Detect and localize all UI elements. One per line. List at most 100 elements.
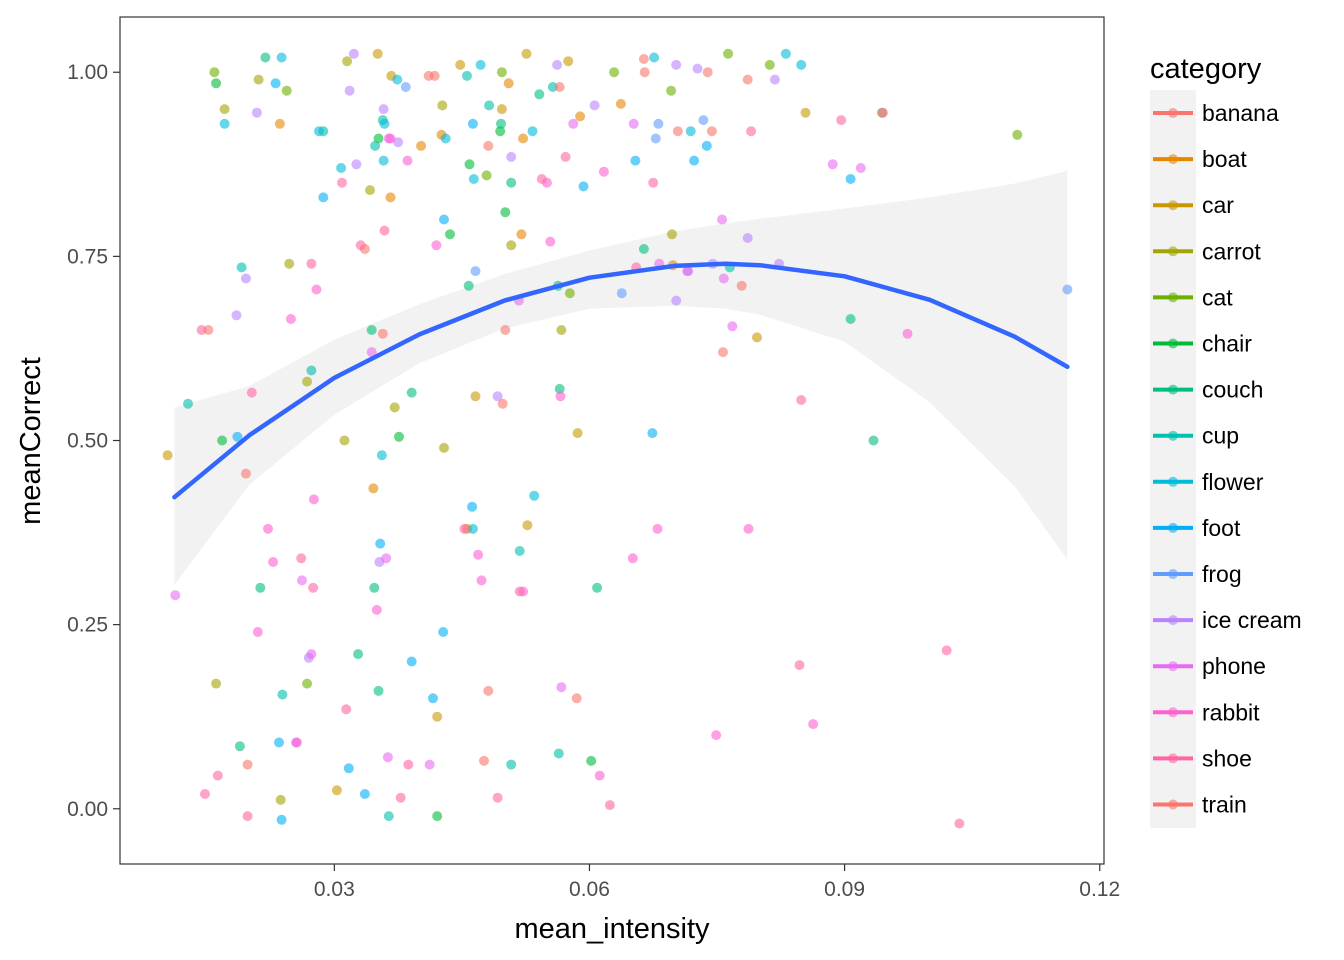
data-point-car — [521, 48, 532, 59]
data-point-rabbit — [263, 523, 273, 534]
data-point-carrot — [211, 678, 222, 689]
data-point-car — [496, 104, 507, 115]
data-point-couch — [845, 314, 856, 324]
fit-line — [172, 261, 1070, 500]
data-point-flower — [468, 174, 479, 184]
data-point-train — [242, 759, 253, 770]
data-point-cat — [764, 59, 775, 70]
data-point-flower — [780, 48, 791, 59]
data-point-chair — [432, 811, 443, 822]
data-point-rabbit — [627, 553, 638, 564]
data-point-banana — [377, 328, 388, 339]
data-point-flower — [527, 126, 538, 137]
data-point-shoe — [296, 553, 307, 564]
legend-key-point — [1168, 615, 1178, 626]
legend-label-train: train — [1202, 792, 1247, 818]
data-point-carrot — [506, 240, 517, 251]
data-point-foot — [428, 693, 438, 704]
data-point-shoe — [954, 818, 965, 829]
data-point-carrot — [284, 258, 295, 269]
y-tick-label: 1.00 — [67, 61, 108, 84]
legend-key-point — [1168, 799, 1178, 810]
data-point-foot — [406, 656, 417, 667]
data-point-rabbit — [476, 575, 487, 586]
data-point-ice-cream — [589, 100, 600, 111]
data-point-cat — [302, 678, 313, 689]
data-point-rabbit — [473, 549, 484, 560]
fit-line-layer — [172, 261, 1070, 500]
legend-title: category — [1150, 53, 1262, 85]
data-point-car — [331, 785, 342, 796]
data-point-foot — [467, 118, 478, 129]
data-point-ice-cream — [671, 295, 682, 306]
legend-key-background — [1150, 90, 1196, 828]
x-axis: 0.03 0.06 0.09 0.12 — [314, 864, 1120, 901]
data-point-car — [432, 711, 443, 722]
legend-key-point — [1168, 246, 1178, 257]
data-point-boat — [385, 192, 396, 203]
data-point-chair — [495, 126, 506, 137]
data-point-rabbit — [711, 730, 722, 741]
data-point-foot — [647, 428, 658, 439]
data-point-shoe — [794, 660, 805, 671]
data-point-flower — [336, 163, 347, 173]
data-point-shoe — [536, 174, 547, 184]
data-point-cup — [506, 759, 517, 770]
data-point-foot — [467, 501, 478, 512]
data-point-rabbit — [652, 523, 663, 534]
data-point-train — [359, 244, 370, 254]
y-axis-title: meanCorrect — [15, 357, 47, 525]
legend-label-cup: cup — [1202, 423, 1239, 449]
data-point-car — [572, 428, 583, 439]
data-point-boat — [274, 118, 285, 129]
data-point-train — [203, 325, 214, 335]
data-point-train — [500, 325, 511, 335]
data-point-cup — [306, 365, 317, 376]
data-point-flower — [440, 133, 451, 144]
data-point-frog — [1062, 284, 1073, 295]
data-point-flower — [649, 52, 660, 63]
data-point-carrot — [365, 185, 375, 196]
data-point-foot — [578, 181, 589, 192]
data-point-cup — [553, 748, 564, 759]
data-point-carrot — [219, 104, 230, 115]
data-point-cat — [666, 85, 677, 96]
legend-label-ice-cream: ice cream — [1202, 607, 1302, 633]
data-point-ice-cream — [378, 104, 389, 115]
data-point-shoe — [242, 811, 253, 822]
data-point-cat — [1012, 129, 1023, 140]
data-point-banana — [638, 54, 649, 64]
data-point-cup — [383, 811, 394, 822]
legend-key-point — [1168, 661, 1178, 672]
data-point-cat — [496, 67, 507, 78]
data-point-banana — [718, 347, 728, 358]
data-point-carrot — [437, 100, 448, 111]
data-point-rabbit — [598, 166, 609, 177]
data-point-foot — [232, 431, 243, 442]
data-point-car — [455, 59, 466, 70]
data-point-ice-cream — [492, 391, 503, 402]
data-point-train — [672, 126, 683, 137]
data-point-car — [752, 332, 762, 343]
data-point-phone — [297, 575, 307, 586]
data-point-rabbit — [594, 770, 605, 781]
legend-key-point — [1168, 154, 1178, 165]
data-point-flower — [276, 52, 287, 63]
data-point-frog — [650, 133, 661, 144]
data-point-foot — [318, 192, 329, 203]
data-point-chair — [445, 229, 455, 240]
data-point-chair — [586, 755, 597, 766]
data-point-phone — [727, 321, 738, 332]
data-point-rabbit — [308, 494, 319, 505]
data-point-shoe — [341, 704, 352, 715]
data-point-carrot — [667, 229, 677, 240]
data-point-car — [372, 48, 383, 59]
data-point-cat — [209, 67, 220, 78]
data-point-ice-cream — [348, 48, 359, 59]
data-point-couch — [868, 435, 879, 446]
data-point-foot — [689, 155, 700, 166]
legend-label-frog: frog — [1202, 561, 1242, 587]
data-point-rabbit — [385, 133, 396, 144]
data-point-train — [702, 67, 713, 78]
data-point-rabbit — [311, 284, 322, 295]
